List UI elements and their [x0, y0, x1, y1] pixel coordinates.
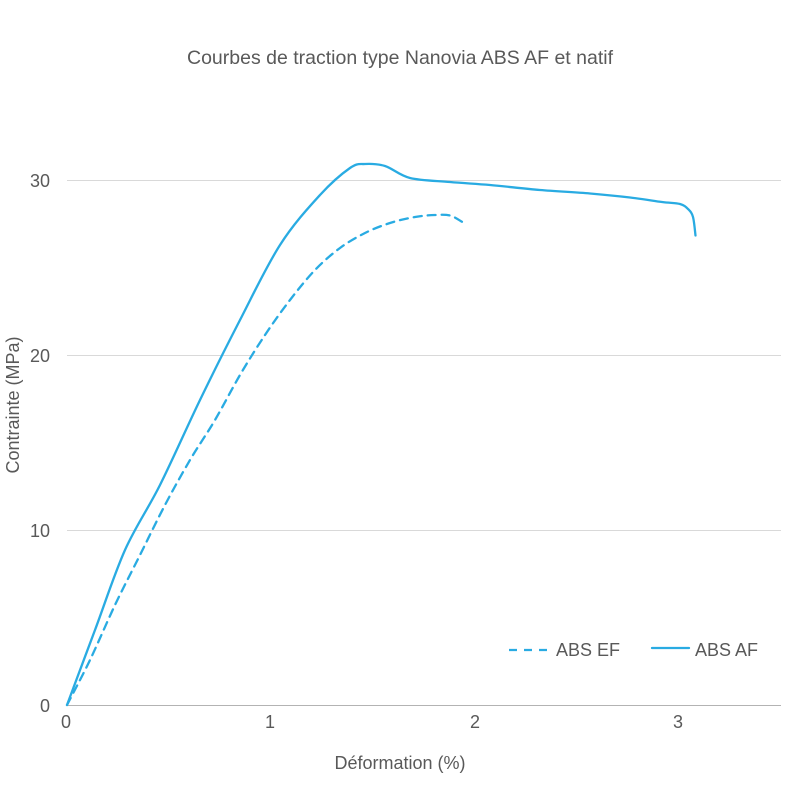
svg-text:ABS EF: ABS EF [556, 640, 620, 660]
svg-text:ABS AF: ABS AF [695, 640, 758, 660]
